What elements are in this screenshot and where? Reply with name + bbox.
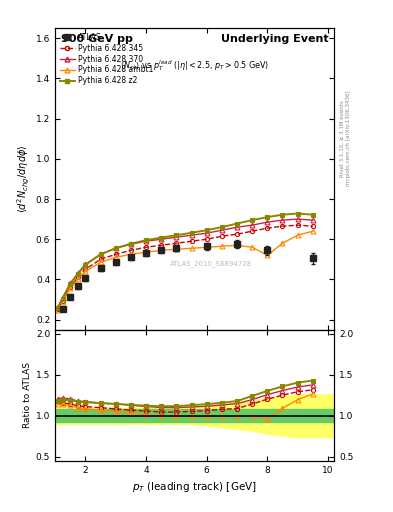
X-axis label: $p_T$ (leading track) [GeV]: $p_T$ (leading track) [GeV] bbox=[132, 480, 257, 494]
Legend: ATLAS, Pythia 6.428 345, Pythia 6.428 370, Pythia 6.428 ambt1, Pythia 6.428 z2: ATLAS, Pythia 6.428 345, Pythia 6.428 37… bbox=[57, 30, 156, 88]
Y-axis label: $\langle d^2 N_{chg}/d\eta d\phi \rangle$: $\langle d^2 N_{chg}/d\eta d\phi \rangle… bbox=[15, 144, 31, 213]
Text: Underlying Event: Underlying Event bbox=[221, 34, 329, 44]
Text: mcplots.cern.ch [arXiv:1306.3436]: mcplots.cern.ch [arXiv:1306.3436] bbox=[346, 91, 351, 186]
Text: Rivet 3.1.10, ≥ 3.1M events: Rivet 3.1.10, ≥ 3.1M events bbox=[340, 100, 345, 177]
Text: ATLAS_2010_S8894728: ATLAS_2010_S8894728 bbox=[170, 260, 252, 267]
Text: 900 GeV pp: 900 GeV pp bbox=[61, 34, 132, 44]
Y-axis label: Ratio to ATLAS: Ratio to ATLAS bbox=[23, 362, 31, 428]
Text: $\langle N_{ch}\rangle$ vs $p_T^{lead}$ ($|\eta| < 2.5$, $p_T > 0.5$ GeV): $\langle N_{ch}\rangle$ vs $p_T^{lead}$ … bbox=[120, 58, 269, 73]
